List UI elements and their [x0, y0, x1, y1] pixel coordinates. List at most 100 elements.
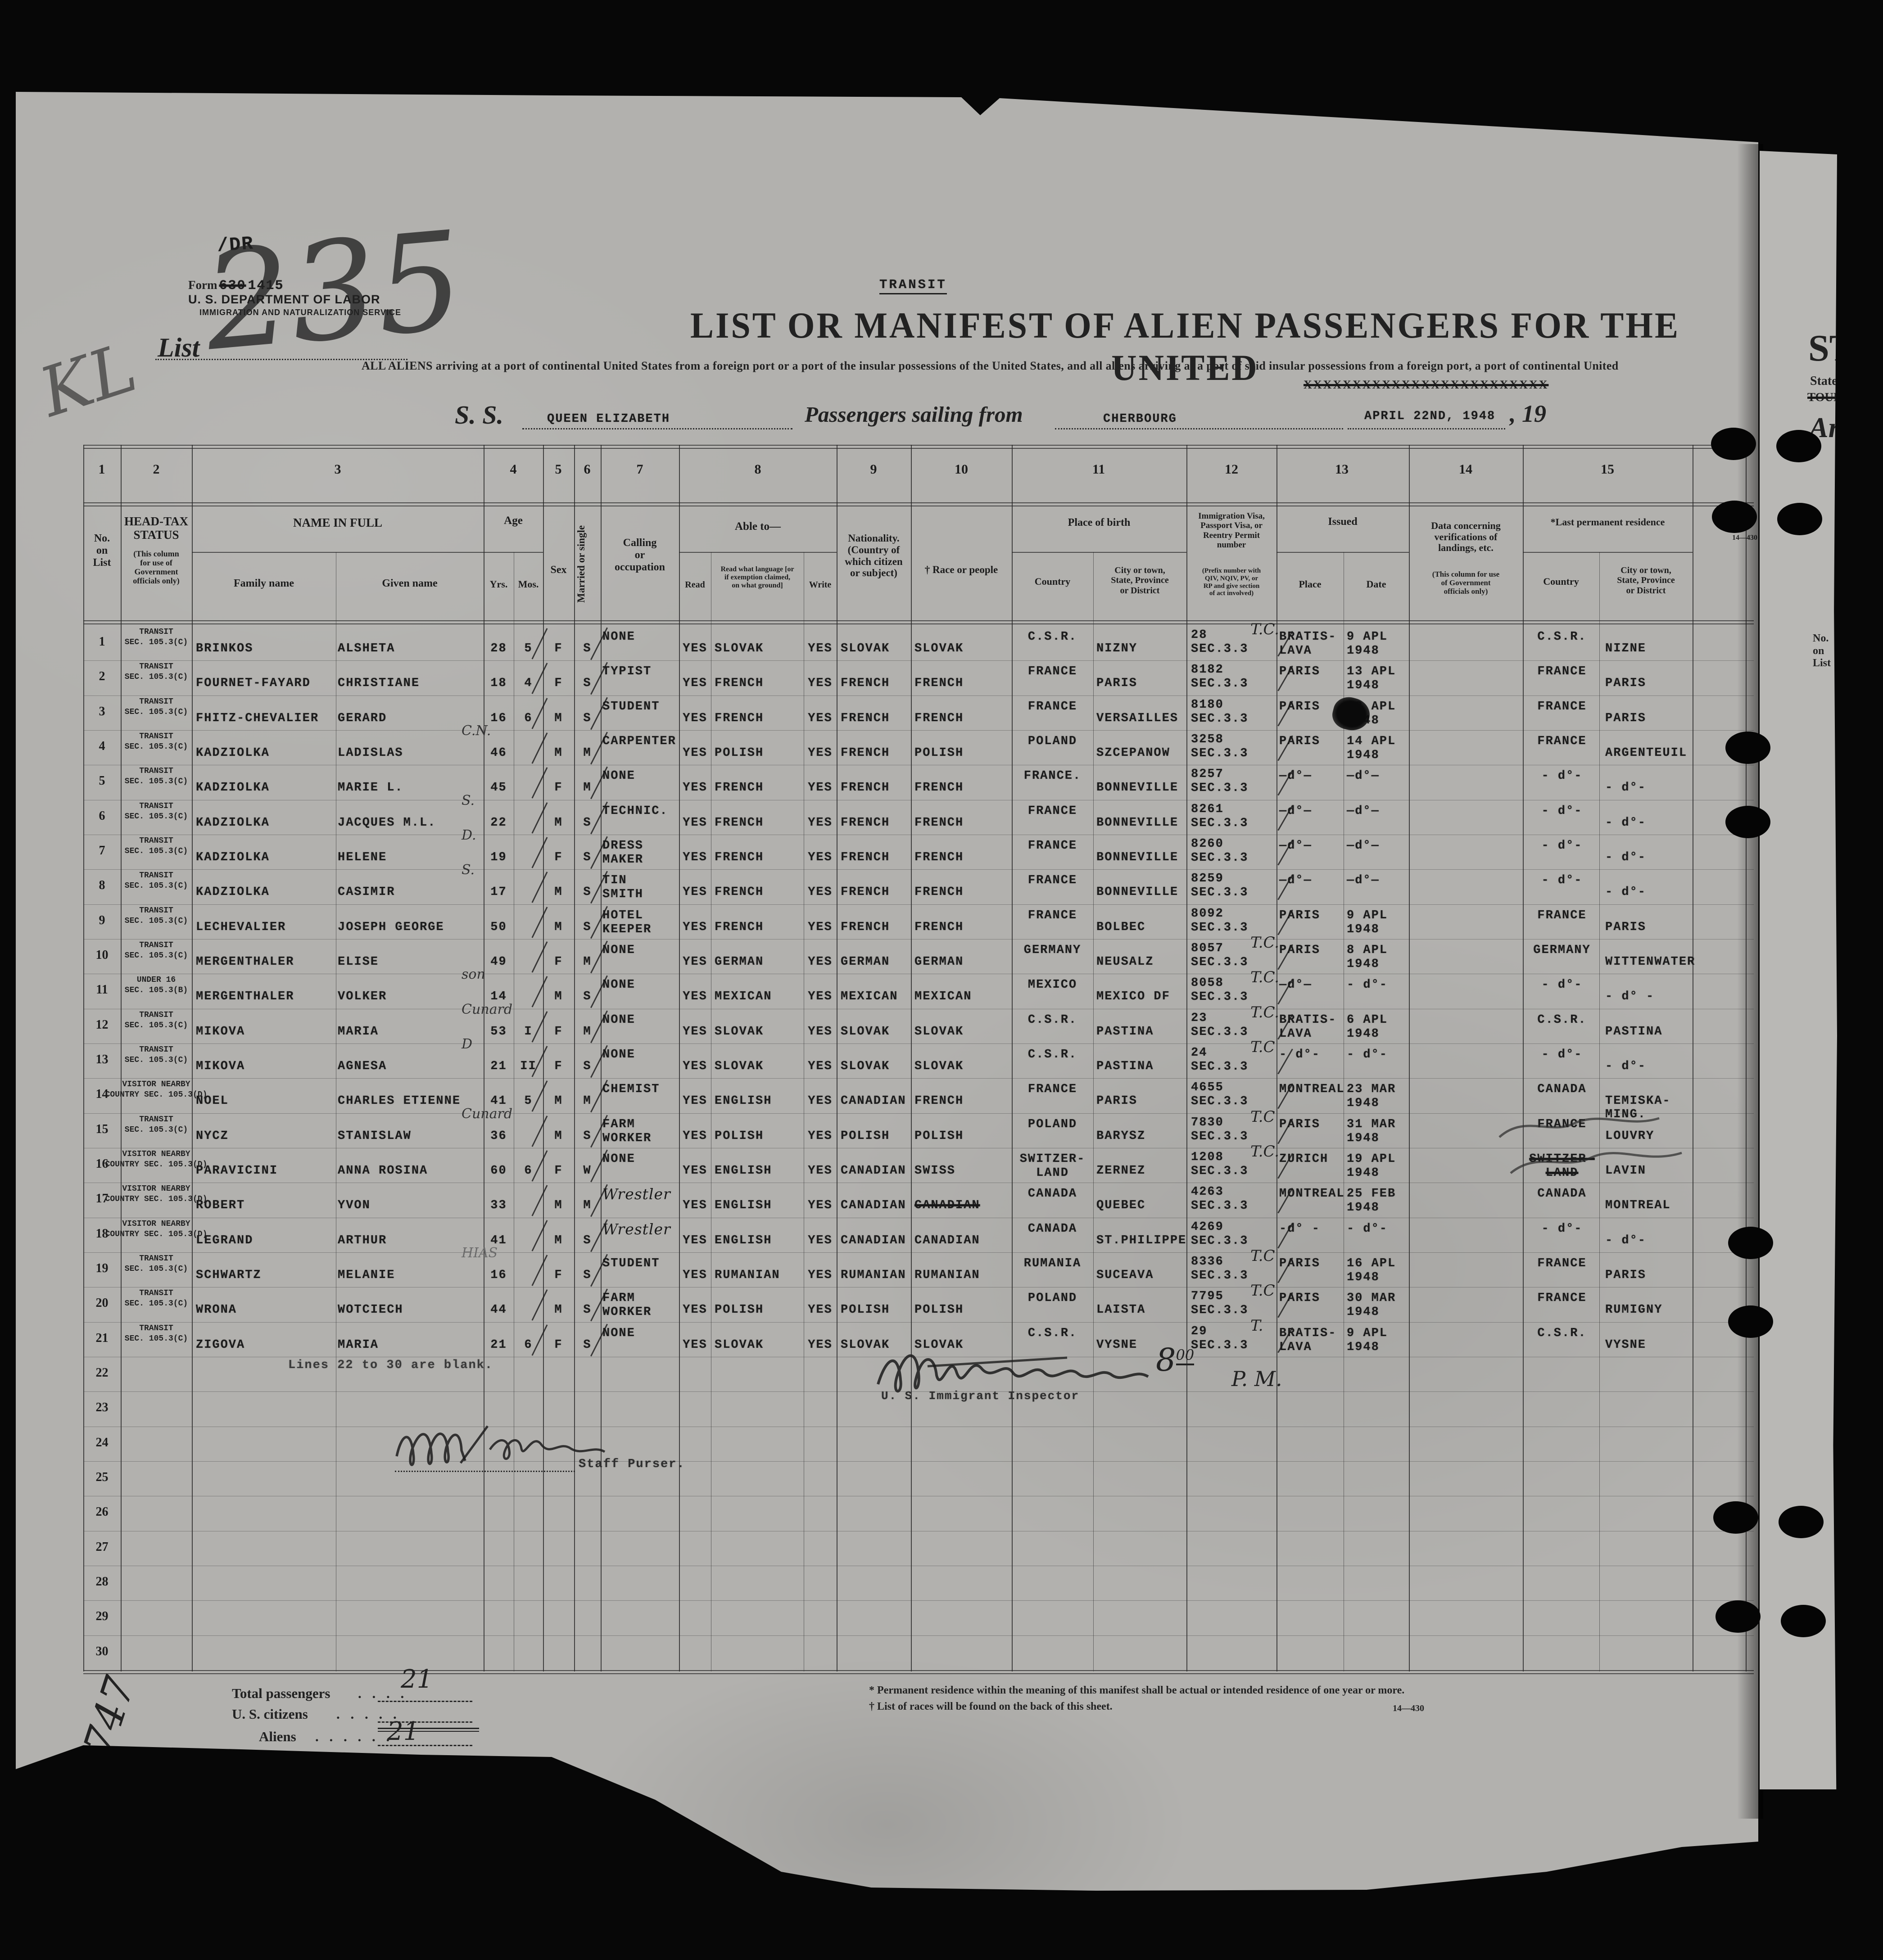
able-to-read: YES [683, 920, 707, 934]
form-number-line: Form 630 1415 [188, 278, 284, 294]
birth-city: ST.PHILIPPE [1096, 1233, 1187, 1247]
able-to-write: YES [808, 1164, 833, 1178]
punch-hole [1713, 1501, 1758, 1534]
age-months: 5 [524, 642, 533, 655]
row-number: 18 [95, 1226, 109, 1241]
sex: M [554, 885, 563, 899]
race-or-people: POLISH [914, 746, 964, 760]
handwritten-tc-note: T.C. [1250, 933, 1280, 952]
read-language: RUMANIAN [715, 1268, 780, 1282]
visa-section: SEC.3.3 [1191, 1025, 1249, 1039]
table-row: 6 TRANSIT SEC. 105.3(C) KADZIOLKA JACQUES… [16, 793, 1758, 835]
transit-stamp: TRANSIT [879, 277, 947, 294]
able-to-read: YES [683, 850, 707, 864]
age-years: 49 [490, 955, 507, 969]
col-number-3: 3 [334, 462, 341, 477]
issued-date: 23 MAR 1948 [1347, 1083, 1396, 1111]
table-row: 5 TRANSIT SEC. 105.3(C) KADZIOLKA MARIE L… [16, 765, 1758, 800]
aliens-rule [378, 1745, 472, 1746]
family-name: KADZIOLKA [196, 850, 270, 864]
read-language: ENGLISH [715, 1233, 772, 1247]
married-or-single: S [583, 1129, 592, 1143]
visa-number: 8257 [1191, 768, 1224, 781]
calling-occupation: Wrestler [602, 1185, 671, 1203]
family-name: MERGENTHALER [196, 990, 294, 1004]
issued-date: 14 APL 1948 [1347, 734, 1396, 762]
age-months: 6 [524, 1164, 533, 1178]
issued-place: —d°— [1279, 804, 1312, 818]
residence-city: MONTREAL [1605, 1199, 1671, 1213]
married-or-single: W [583, 1164, 592, 1178]
table-row: 3 TRANSIT SEC. 105.3(C) FHITZ-CHEVALIER G… [16, 695, 1758, 731]
birth-country: RUMANIA [1023, 1256, 1082, 1270]
married-or-single: S [583, 1268, 592, 1282]
family-name: ZIGOVA [196, 1338, 245, 1352]
given-name: YVON [338, 1199, 371, 1213]
birth-country: CANADA [1028, 1222, 1077, 1236]
table-row: 15 TRANSIT SEC. 105.3(C) NYCZ STANISLAW C… [16, 1106, 1758, 1148]
given-name: ELISE [338, 955, 379, 969]
grid-line [484, 552, 543, 553]
row-number: 1 [99, 635, 105, 649]
table-row: 14 VISITOR NEARBY COUNTRY SEC. 105.3(D) N… [16, 1078, 1758, 1121]
row-number: 23 [95, 1400, 109, 1415]
nationality: FRENCH [841, 920, 890, 934]
age-years: 22 [490, 816, 507, 830]
given-name: MARIE L. [338, 781, 403, 795]
age-years: 50 [490, 920, 507, 934]
form-number-struck: 630 [219, 278, 246, 294]
handwritten-tc-note: T.C. [1250, 968, 1280, 987]
able-to-write: YES [808, 1233, 833, 1247]
visa-section: SEC.3.3 [1191, 1060, 1249, 1074]
hdr-verifications-sub: (This column for use of Government offic… [1432, 570, 1500, 596]
grid-line [911, 445, 912, 1671]
grid-line [574, 445, 575, 1671]
residence-country: CANADA [1537, 1187, 1587, 1201]
able-to-read: YES [683, 1059, 707, 1073]
residence-city: - d°- [1605, 1233, 1647, 1247]
birth-city: PASTINA [1096, 1025, 1154, 1039]
nationality: FRENCH [841, 885, 890, 899]
hdr-place-of-birth: Place of birth [1068, 517, 1131, 528]
residence-city: NIZNE [1605, 642, 1647, 655]
given-name: ARTHUR [338, 1233, 387, 1247]
strip-no-on-list-header: No. on List [1813, 632, 1831, 669]
able-to-write: YES [808, 1094, 833, 1108]
visa-number: 7795 [1191, 1290, 1224, 1304]
residence-country: FRANCE [1537, 665, 1587, 679]
grid-line [192, 552, 484, 553]
row-number: 10 [95, 948, 109, 962]
calling-occupation: STUDENT [602, 700, 660, 714]
handwritten-note: Cunard [462, 1106, 513, 1122]
handwritten-note: HIAS [462, 1245, 498, 1261]
age-years: 14 [490, 990, 507, 1004]
visa-number: 23 [1191, 1011, 1208, 1025]
visa-number: 8180 [1191, 698, 1224, 712]
age-years: 41 [490, 1094, 507, 1108]
calling-occupation: CARPENTER [602, 734, 676, 748]
punch-hole [1777, 503, 1822, 535]
sex: F [554, 1059, 563, 1073]
grid-line [1012, 445, 1013, 1671]
handwritten-tc-note: T.C. [1250, 1003, 1280, 1021]
able-to-read: YES [683, 1164, 707, 1178]
residence-country: - d°- [1541, 874, 1583, 888]
residence-city: LOUVRY [1605, 1129, 1655, 1143]
residence-city: WITTENWATER [1605, 955, 1696, 969]
residence-city: RUMIGNY [1605, 1303, 1663, 1317]
us-citizens-label: U. S. citizens [232, 1706, 308, 1722]
sex: M [554, 990, 563, 1004]
married-or-single: M [583, 1094, 592, 1108]
hdr-calling: Calling or occupation [614, 537, 665, 573]
sex: M [554, 1233, 563, 1247]
calling-occupation: TYPIST [602, 665, 652, 679]
hdr-given-name: Given name [382, 578, 438, 589]
birth-city: PARIS [1096, 677, 1138, 691]
birth-country: FRANCE [1028, 665, 1077, 679]
handwritten-tc-note: T.C [1250, 1038, 1275, 1056]
table-row: 26 [16, 1496, 1758, 1531]
age-years: 16 [490, 711, 507, 725]
hdr-birth-city: City or town, State, Province or Distric… [1111, 565, 1169, 596]
row-number: 9 [99, 913, 105, 927]
residence-country: - d°- [1541, 1048, 1583, 1061]
